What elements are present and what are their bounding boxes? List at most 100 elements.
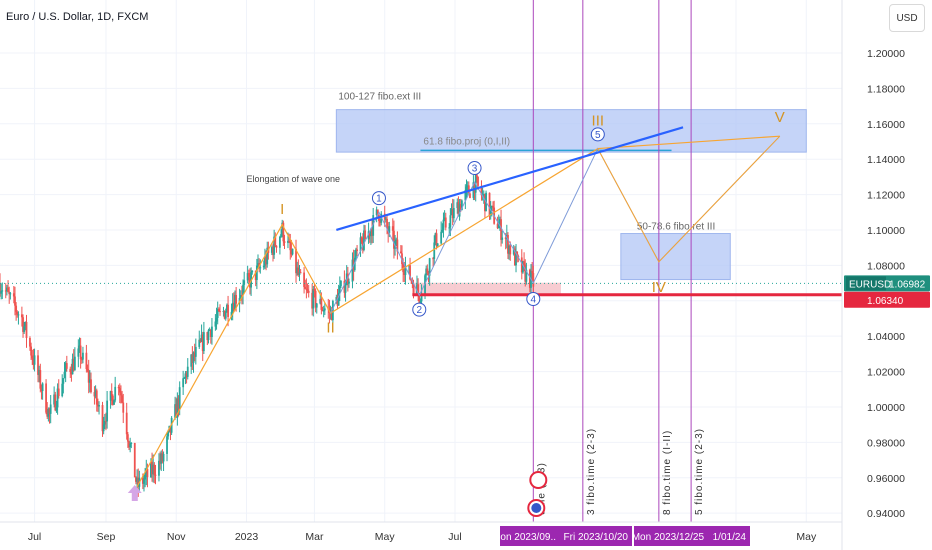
candle-body bbox=[151, 462, 153, 475]
candle-body bbox=[305, 288, 308, 290]
candle-body bbox=[359, 237, 362, 252]
wave-label-roman: V bbox=[775, 109, 785, 126]
candle-body bbox=[424, 275, 426, 295]
candle-body bbox=[319, 298, 322, 304]
candle-body bbox=[379, 221, 382, 223]
candle-body bbox=[355, 249, 357, 258]
candle-body bbox=[217, 309, 220, 312]
candle-body bbox=[335, 297, 338, 301]
wave-label-circle bbox=[526, 292, 541, 307]
candle-body bbox=[457, 202, 460, 217]
candle-body bbox=[64, 363, 67, 372]
candle-body bbox=[367, 231, 370, 240]
trend-line bbox=[336, 126, 684, 232]
candle-body bbox=[525, 269, 528, 282]
candle-body bbox=[290, 250, 293, 255]
candle-body bbox=[120, 392, 122, 396]
candle-body bbox=[348, 281, 350, 284]
candle-body bbox=[274, 236, 277, 246]
candle-body bbox=[375, 209, 378, 216]
candle-body bbox=[304, 286, 307, 289]
candle-body bbox=[178, 387, 181, 409]
projection-path-orange bbox=[597, 135, 781, 263]
time-badge bbox=[500, 526, 560, 546]
candle-body bbox=[264, 256, 266, 266]
wave-label-circle bbox=[371, 191, 386, 206]
candle-body bbox=[282, 222, 285, 242]
candle-body bbox=[312, 289, 315, 309]
candle-body bbox=[234, 295, 236, 310]
candle-body bbox=[182, 378, 185, 388]
candle-body bbox=[136, 477, 138, 482]
candle-body bbox=[146, 468, 149, 478]
candle-body bbox=[444, 217, 447, 228]
candle-body bbox=[278, 236, 281, 248]
candle-body bbox=[482, 194, 485, 196]
candle-body bbox=[71, 358, 74, 375]
wave-label-roman: IV bbox=[652, 279, 666, 296]
price-tick-label: 1.10000 bbox=[867, 225, 905, 237]
currency-button[interactable]: USD bbox=[889, 4, 925, 32]
candle-body bbox=[254, 270, 257, 281]
candle-body bbox=[464, 190, 467, 201]
candle-body bbox=[152, 464, 155, 475]
candle-body bbox=[0, 283, 1, 294]
candle-body bbox=[161, 453, 164, 462]
candle-body bbox=[410, 279, 413, 281]
candle-body bbox=[242, 284, 244, 296]
price-tick-label: 0.98000 bbox=[867, 437, 905, 449]
candle-body bbox=[460, 200, 463, 211]
candle-body bbox=[143, 479, 145, 484]
candle-body bbox=[206, 332, 209, 341]
candle-body bbox=[344, 285, 347, 293]
annotation-text: Elongation of wave one bbox=[246, 174, 340, 184]
candle-body bbox=[192, 352, 195, 364]
fib-time-label: 3 fibo.time (2-3) bbox=[586, 428, 597, 515]
candle-body bbox=[443, 217, 446, 220]
candle-body bbox=[111, 395, 114, 405]
candle-body bbox=[395, 239, 398, 242]
candle-body bbox=[384, 218, 387, 220]
candle-body bbox=[216, 309, 219, 318]
candle-body bbox=[388, 226, 391, 234]
candle-body bbox=[473, 182, 476, 193]
candle-body bbox=[408, 265, 410, 267]
candle-body bbox=[484, 194, 486, 212]
candle-body bbox=[41, 383, 44, 392]
candle-body bbox=[202, 332, 205, 352]
candle-body bbox=[243, 280, 246, 285]
candle-body bbox=[432, 258, 434, 260]
candle-body bbox=[22, 317, 24, 332]
candle-body bbox=[449, 215, 452, 228]
grid bbox=[0, 0, 842, 522]
candle-body bbox=[466, 185, 469, 187]
candle-body bbox=[291, 248, 294, 255]
candle-body bbox=[436, 243, 439, 246]
candle-body bbox=[185, 373, 188, 377]
candle-body bbox=[162, 453, 165, 462]
candle-body bbox=[65, 363, 68, 369]
price-tick-label: 1.14000 bbox=[867, 154, 905, 166]
candle-body bbox=[507, 234, 509, 254]
candle-body bbox=[259, 267, 262, 269]
candle-body bbox=[1, 290, 4, 292]
price-tick-label: 1.20000 bbox=[867, 48, 905, 60]
fib-zone-label: 50-78.6 fibo.ret III bbox=[637, 222, 715, 233]
candle-body bbox=[153, 464, 156, 475]
candle-body bbox=[118, 388, 121, 393]
candle-body bbox=[522, 261, 524, 273]
candle-body bbox=[7, 287, 9, 292]
candle-body bbox=[501, 237, 504, 240]
fib-proj-label: 61.8 fibo.proj (0,I,II) bbox=[423, 136, 510, 147]
candle-body bbox=[208, 329, 211, 331]
candle-body bbox=[122, 402, 125, 413]
candle-body bbox=[393, 230, 395, 249]
candle-body bbox=[85, 352, 88, 369]
candle-body bbox=[129, 443, 132, 448]
candle-body bbox=[456, 202, 459, 209]
wave-label-roman: I bbox=[280, 201, 284, 218]
eu-flag-center-icon bbox=[531, 503, 542, 513]
fib-time-lines: time (2-3) 3 fibo.time (2-3) 8 fibo.time (… bbox=[532, 0, 705, 522]
